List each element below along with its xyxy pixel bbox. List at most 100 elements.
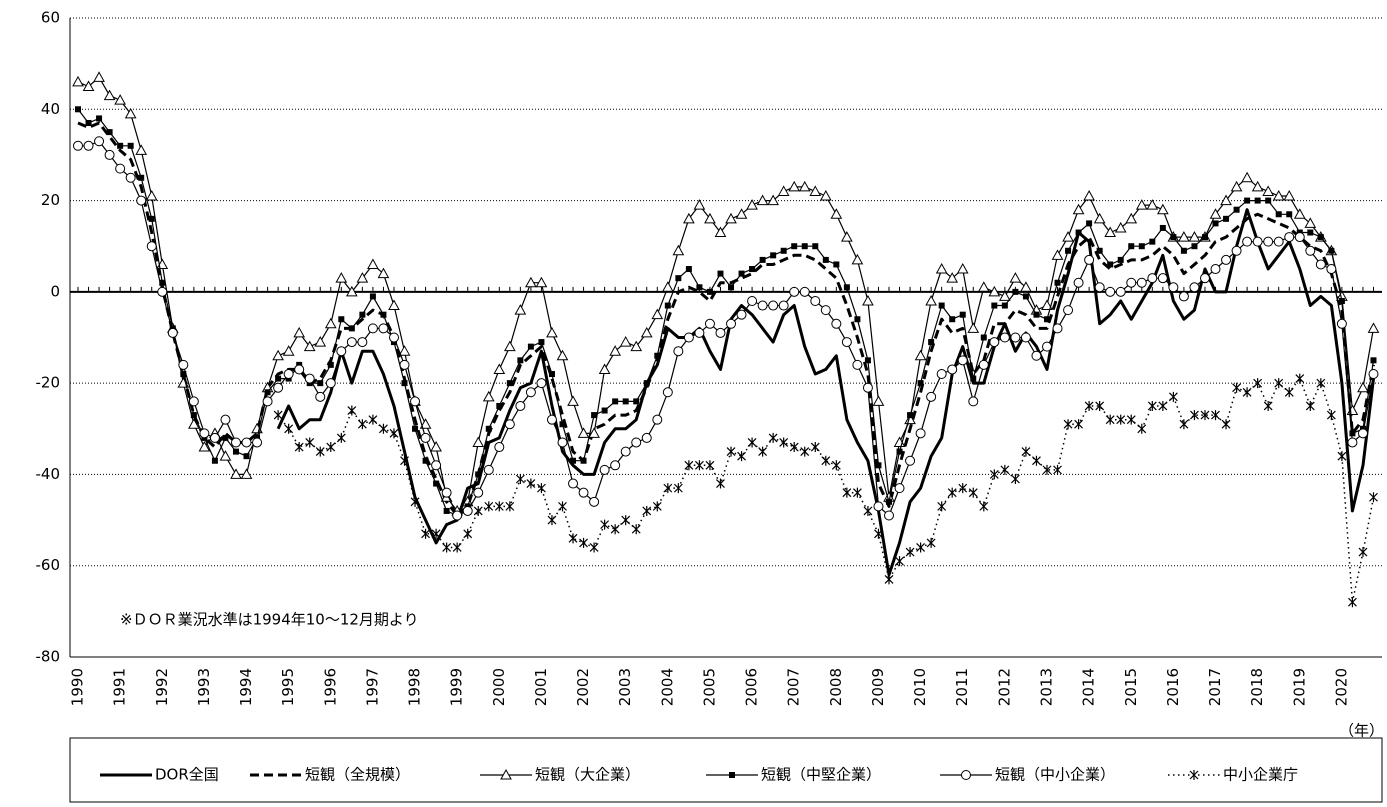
x-tick-label: 2011 xyxy=(953,668,971,706)
marker xyxy=(662,387,673,398)
marker xyxy=(232,448,239,455)
marker xyxy=(483,464,494,475)
x-tick-label: 2016 xyxy=(1164,668,1182,706)
marker xyxy=(1336,318,1347,329)
marker xyxy=(317,380,324,387)
marker xyxy=(335,272,348,283)
marker xyxy=(854,316,861,323)
marker xyxy=(347,405,357,416)
marker xyxy=(729,772,735,778)
marker xyxy=(831,318,842,329)
marker xyxy=(1168,391,1178,402)
marker xyxy=(579,537,588,548)
marker xyxy=(93,71,105,82)
marker xyxy=(661,281,674,292)
x-tick-label: 2000 xyxy=(490,668,508,706)
marker xyxy=(1053,464,1062,475)
marker xyxy=(570,457,577,464)
marker xyxy=(1020,281,1032,292)
marker xyxy=(886,498,893,505)
marker xyxy=(704,318,715,329)
marker xyxy=(433,480,440,487)
marker xyxy=(915,428,926,439)
marker xyxy=(127,142,134,149)
x-axis-label: （年） xyxy=(1339,722,1384,740)
marker xyxy=(369,293,376,300)
y-tick-label: -40 xyxy=(36,465,61,483)
marker xyxy=(737,451,746,462)
marker xyxy=(758,446,768,457)
marker xyxy=(601,407,608,414)
marker xyxy=(1221,419,1231,430)
marker xyxy=(819,189,832,201)
marker xyxy=(1274,378,1284,389)
marker xyxy=(1170,234,1177,241)
marker xyxy=(738,270,745,277)
marker xyxy=(83,140,94,151)
marker xyxy=(325,378,336,389)
marker xyxy=(1063,419,1073,430)
marker xyxy=(968,396,979,407)
marker xyxy=(1263,400,1273,411)
marker xyxy=(493,363,506,374)
marker xyxy=(820,305,831,316)
legend-label: DOR全国 xyxy=(155,766,219,784)
marker xyxy=(1221,254,1232,265)
marker xyxy=(399,359,410,370)
marker xyxy=(1075,229,1082,236)
marker xyxy=(728,284,735,291)
marker xyxy=(547,515,557,526)
marker xyxy=(1254,197,1261,204)
marker xyxy=(220,414,231,425)
marker xyxy=(809,185,822,196)
marker xyxy=(694,327,705,338)
marker xyxy=(282,345,295,356)
marker xyxy=(1201,234,1208,241)
marker xyxy=(588,427,600,438)
x-tick-label: 1994 xyxy=(237,668,255,706)
marker xyxy=(338,316,345,323)
marker xyxy=(188,418,200,429)
marker xyxy=(622,398,629,405)
marker xyxy=(1115,286,1126,297)
marker xyxy=(852,487,862,498)
marker xyxy=(1220,194,1232,206)
marker xyxy=(621,515,631,526)
marker xyxy=(568,478,579,489)
marker xyxy=(610,460,621,471)
marker xyxy=(1233,206,1240,213)
marker xyxy=(1052,323,1063,334)
marker xyxy=(1189,770,1199,780)
marker xyxy=(1010,332,1021,343)
marker xyxy=(609,345,622,356)
marker xyxy=(1135,199,1148,210)
marker xyxy=(537,483,546,494)
marker xyxy=(243,453,250,460)
marker xyxy=(135,144,148,155)
marker xyxy=(977,281,990,292)
marker xyxy=(1051,249,1064,260)
marker xyxy=(485,425,492,432)
x-tick-label: 2014 xyxy=(1080,668,1098,706)
marker xyxy=(716,478,725,489)
marker xyxy=(640,326,653,338)
marker xyxy=(1190,410,1199,421)
x-tick-label: 2020 xyxy=(1332,668,1350,706)
marker xyxy=(548,371,555,378)
marker xyxy=(1348,597,1357,608)
marker xyxy=(1294,232,1305,243)
marker xyxy=(1065,247,1072,254)
marker xyxy=(830,208,843,219)
marker xyxy=(767,194,779,206)
marker xyxy=(862,294,874,306)
marker xyxy=(1158,400,1168,411)
marker xyxy=(779,437,789,448)
marker xyxy=(567,395,579,406)
marker xyxy=(536,378,547,389)
marker xyxy=(556,349,569,361)
marker xyxy=(1126,277,1137,288)
marker xyxy=(1231,245,1242,256)
marker xyxy=(1315,259,1326,270)
marker xyxy=(401,380,408,387)
marker xyxy=(1126,414,1136,425)
